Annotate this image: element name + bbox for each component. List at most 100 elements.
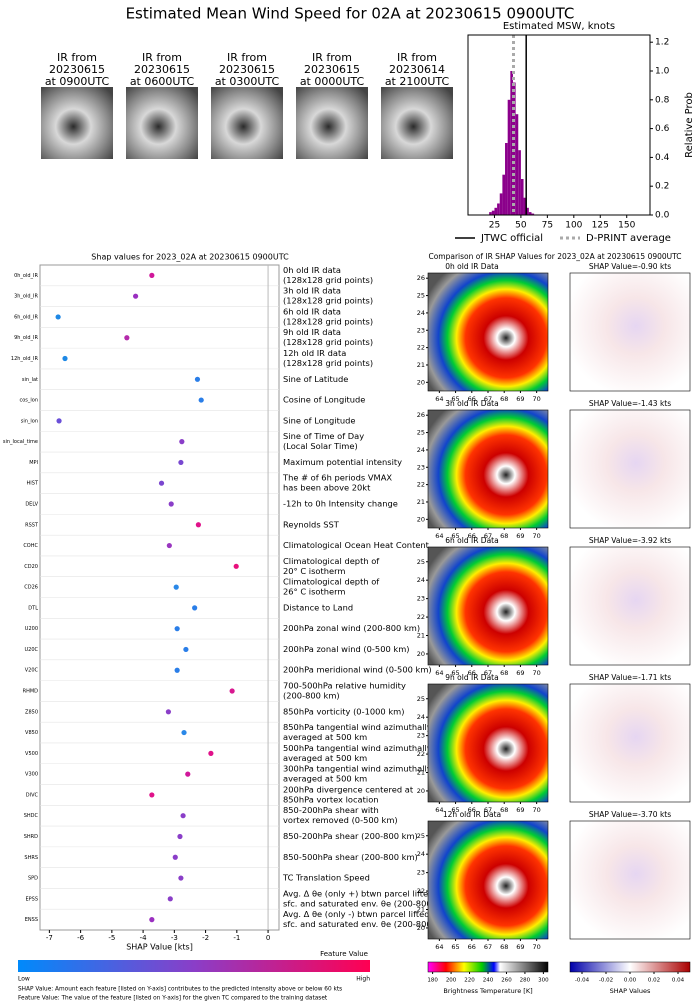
x-tick-label: 65 — [451, 669, 459, 677]
dot — [177, 833, 183, 840]
shap-panel-title: SHAP Value=-1.43 kts — [589, 399, 671, 408]
x-tick-label: 64 — [435, 532, 443, 540]
y-tick-label: 24 — [417, 446, 425, 454]
x-tick-label: 65 — [451, 806, 459, 814]
x-tick-label: -4 — [140, 934, 148, 942]
feature-label: Z850 — [25, 709, 38, 715]
y-tick-label: 21 — [417, 906, 425, 914]
ir-image — [381, 87, 453, 159]
ir-label: IR from — [57, 51, 97, 64]
x-tick-label: 69 — [516, 806, 524, 814]
ir-label: IR from — [142, 51, 182, 64]
colorbar-low: Low — [18, 976, 30, 983]
x-tick-label: 68 — [500, 532, 508, 540]
x-tick-label: 65 — [451, 532, 459, 540]
dot — [208, 750, 214, 756]
x-tick-label: 68 — [500, 943, 508, 951]
colorbar-tick-label: 0.04 — [672, 978, 685, 984]
colorbar-tick-label: 180 — [427, 978, 438, 984]
chart-title: Estimated MSW, knots — [503, 21, 615, 32]
ir-panel-title: 0h old IR Data — [445, 262, 498, 271]
feature-label: V300 — [25, 772, 38, 778]
feature-description: 0h old IR data — [283, 265, 341, 275]
x-tick-label: 66 — [468, 532, 476, 540]
x-tick-label: 70 — [533, 395, 541, 403]
feature-description: 850-200hPa shear with — [283, 805, 379, 815]
legend-label: JTWC official — [480, 233, 543, 244]
feature-label: SHRS — [24, 855, 38, 861]
dot — [158, 480, 165, 486]
bar — [523, 197, 527, 215]
ir-label: 20230615 — [134, 63, 190, 76]
x-tick-label: 64 — [435, 806, 443, 814]
dot — [56, 418, 62, 424]
feature-label: 12h_old_IR — [11, 356, 39, 362]
dot — [167, 896, 173, 902]
feature-description: 200hPa zonal wind (0-500 km) — [283, 644, 410, 654]
x-tick-label: -7 — [46, 934, 53, 942]
dot — [55, 314, 61, 320]
ir-label: 20230615 — [219, 63, 275, 76]
bar — [507, 99, 511, 215]
y-tick-label: 20 — [417, 378, 425, 386]
ir-label: IR from — [312, 51, 352, 64]
dot — [174, 667, 180, 673]
colorbar-tick-label: 220 — [464, 978, 475, 984]
y-tick-label: 25 — [417, 292, 425, 300]
dot — [149, 272, 155, 278]
dot — [198, 397, 204, 403]
feature-description: 9h old IR data — [283, 327, 341, 337]
feature-label: 6h_old_IR — [14, 314, 38, 320]
feature-description: Climatological depth of — [283, 577, 380, 587]
y-tick-label: 23 — [417, 869, 425, 877]
y-tick-label: 23 — [417, 732, 425, 740]
feature-description: 20° C isotherm — [283, 566, 345, 576]
feature-description: 850-500hPa shear (200-800 km) — [283, 852, 418, 862]
dot — [195, 522, 201, 528]
x-tick-label: 69 — [516, 669, 524, 677]
colorbar — [427, 961, 549, 973]
dot — [179, 439, 185, 445]
legend-label: D-PRINT average — [586, 233, 671, 244]
feature-description: 850hPa vorticity (0-1000 km) — [283, 706, 404, 716]
x-tick-label: 64 — [435, 669, 443, 677]
colorbar-title: Feature Value — [320, 950, 368, 958]
x-tick-label: -6 — [77, 934, 85, 942]
dot — [172, 854, 178, 860]
feature-label: sin_local_time — [3, 439, 38, 445]
feature-description: 200hPa meridional wind (0-500 km) — [283, 665, 432, 675]
bar — [502, 174, 506, 215]
ir-label: at 0600UTC — [130, 75, 195, 88]
shap-panel-image — [569, 409, 691, 529]
dot — [149, 792, 155, 798]
dot — [168, 501, 174, 507]
colorbar-tick-label: 280 — [520, 978, 531, 984]
ir-panel-image — [427, 820, 549, 940]
feature-description: Sine of Longitude — [283, 415, 355, 425]
ir-label: at 0300UTC — [215, 75, 280, 88]
x-tick-label: 67 — [484, 532, 492, 540]
x-tick-label: 68 — [500, 395, 508, 403]
feature-description: 500hPa tangential wind azimuthally — [283, 743, 432, 753]
x-tick-label: 68 — [500, 806, 508, 814]
x-tick-label: 66 — [468, 669, 476, 677]
feature-description: averaged at 500 km — [283, 732, 367, 742]
y-tick-label: 21 — [417, 361, 425, 369]
x-tick-label: 70 — [533, 943, 541, 951]
feature-description: (128x128 grid points) — [283, 358, 373, 368]
dot — [185, 771, 191, 777]
colorbar-title: SHAP Values — [610, 987, 651, 995]
y-tick-label: 0.8 — [655, 95, 670, 105]
feature-label: SPD — [28, 876, 38, 882]
colorbar-tick-label: 0.00 — [624, 978, 637, 984]
ir-image — [296, 87, 368, 159]
bar — [515, 114, 519, 215]
bar — [512, 82, 516, 216]
colorbar-tick-label: 200 — [446, 978, 457, 984]
dot — [173, 584, 179, 590]
y-tick-label: 21 — [417, 632, 425, 640]
feature-description: (128x128 grid points) — [283, 316, 373, 326]
ir-panel-image — [427, 272, 549, 392]
bar — [510, 71, 513, 215]
